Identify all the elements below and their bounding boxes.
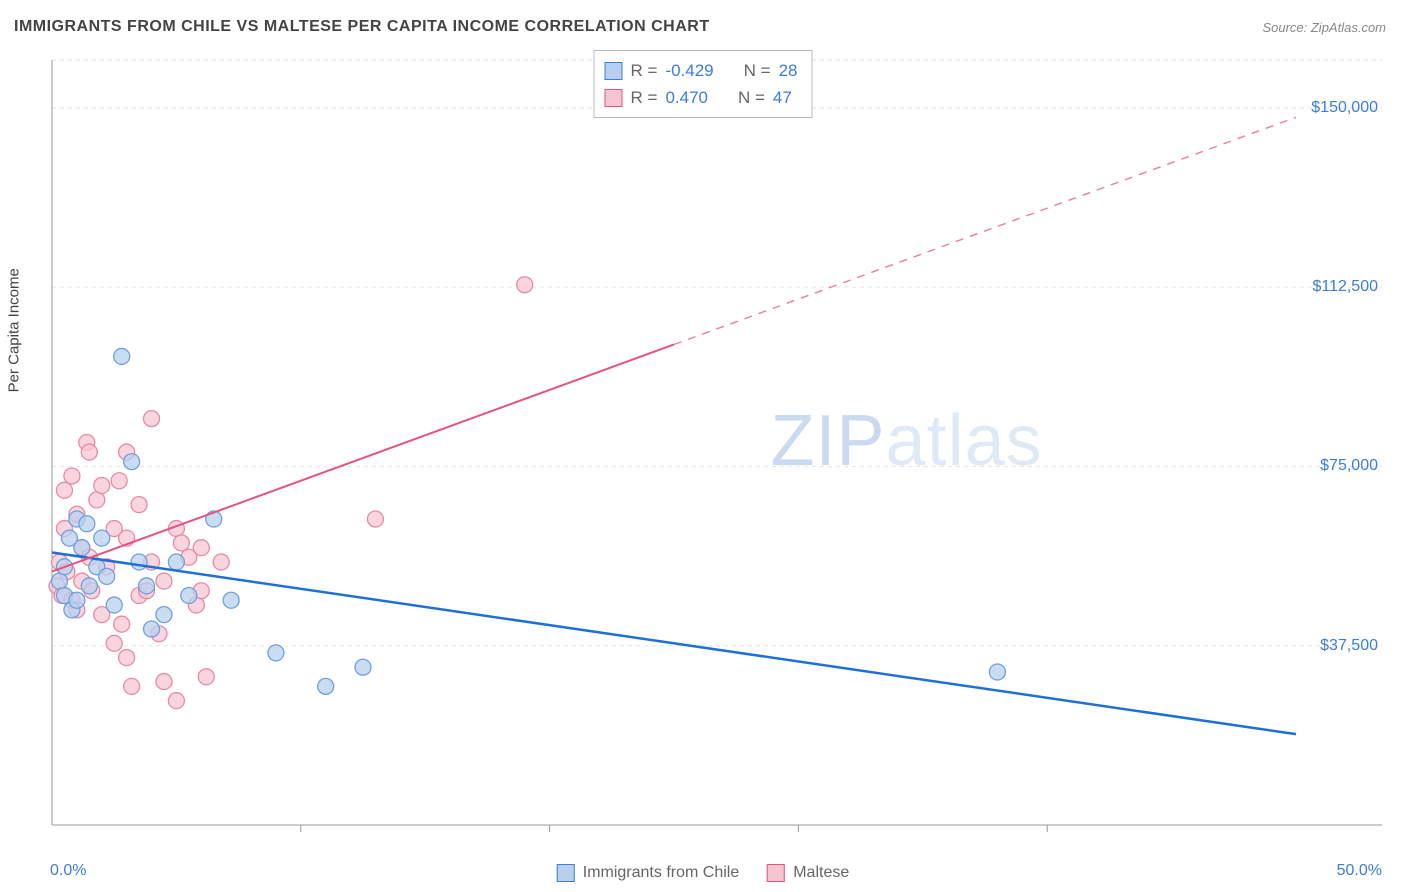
y-tick-label: $112,500 (1312, 278, 1378, 296)
y-tick-label: $75,000 (1320, 457, 1378, 475)
legend-correlation-row: R = 0.470N = 47 (605, 84, 798, 111)
legend-correlation-row: R = -0.429N = 28 (605, 57, 798, 84)
chart-area: ZIPatlas $37,500 $75,000 $112,500 $150,000 (48, 48, 1386, 847)
y-tick-label: $150,000 (1311, 99, 1378, 117)
y-tick-label: $37,500 (1320, 637, 1378, 655)
y-axis-label: Per Capita Income (6, 268, 23, 392)
legend-series-item: Maltese (767, 864, 849, 882)
chart-title: IMMIGRANTS FROM CHILE VS MALTESE PER CAP… (14, 18, 710, 36)
legend-correlation: R = -0.429N = 28R = 0.470N = 47 (594, 50, 813, 118)
legend-series: Immigrants from Chile Maltese (557, 864, 850, 882)
watermark: ZIPatlas (771, 400, 1043, 482)
x-tick-min: 0.0% (50, 862, 86, 880)
legend-series-item: Immigrants from Chile (557, 864, 739, 882)
scatter-plot-svg (48, 48, 1386, 847)
source-label: Source: ZipAtlas.com (1262, 20, 1386, 35)
x-tick-max: 50.0% (1337, 862, 1382, 880)
